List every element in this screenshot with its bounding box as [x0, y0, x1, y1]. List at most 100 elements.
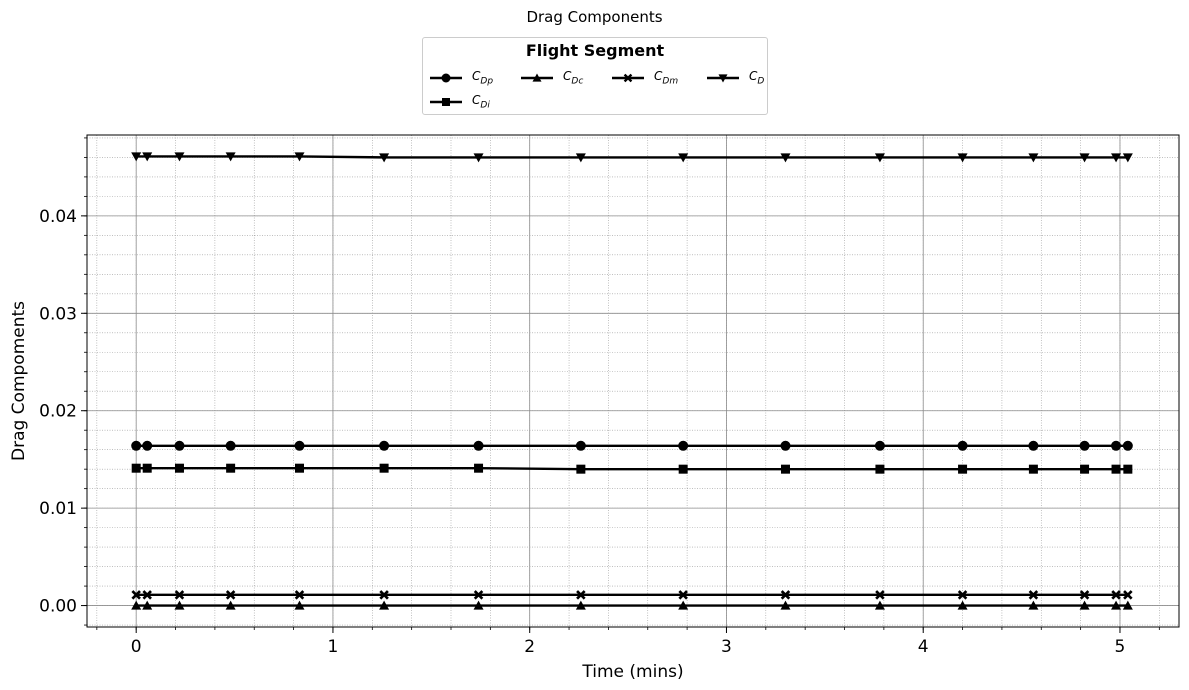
- legend-label-main: C: [472, 69, 481, 83]
- data-point-c-dp: [142, 440, 153, 451]
- legend-swatch-c-dp: [430, 73, 462, 83]
- data-point-c-dp: [957, 440, 968, 451]
- data-point-c-di: [1080, 464, 1090, 474]
- legend-swatch-c-dc: [521, 73, 553, 82]
- data-point-c-d: [473, 153, 484, 163]
- data-point-c-d: [1079, 153, 1090, 163]
- data-point-c-dc: [174, 600, 185, 610]
- data-point-c-dp: [131, 440, 142, 451]
- data-point-c-d: [874, 153, 885, 163]
- data-point-c-dp: [1122, 440, 1133, 451]
- legend-label-subscript: Dm: [662, 76, 679, 87]
- data-point-c-dp: [1111, 440, 1122, 451]
- data-point-c-di: [226, 463, 236, 473]
- data-point-c-dc: [874, 600, 885, 610]
- legend-title: Flight Segment: [525, 41, 665, 60]
- data-point-c-dc: [225, 600, 236, 610]
- data-point-c-dm: [875, 590, 885, 600]
- y-tick-label: 0.01: [39, 499, 77, 519]
- series-c-dc: [131, 600, 1133, 610]
- data-point-c-dm: [1111, 590, 1121, 600]
- legend: Flight Segment CDp CDc CDm CD CDi: [422, 37, 768, 115]
- data-point-c-di: [294, 463, 304, 473]
- data-point-c-dm: [473, 590, 484, 600]
- legend-label-c-d: CD: [749, 69, 764, 86]
- legend-label-subscript: D: [757, 76, 765, 87]
- data-point-c-d: [1111, 153, 1122, 163]
- data-point-c-d: [1028, 153, 1039, 163]
- y-axis-label: Drag Compoments: [9, 301, 29, 461]
- data-point-c-dm: [142, 590, 152, 600]
- data-point-c-dc: [1079, 600, 1090, 610]
- x-tick-label: 0: [131, 637, 142, 657]
- series-line-c-d: [136, 155, 1128, 159]
- legend-label-c-di: CDi: [472, 93, 490, 110]
- data-point-c-dm: [957, 590, 968, 600]
- data-point-c-dp: [575, 440, 586, 451]
- legend-swatch-c-dm: [612, 73, 644, 83]
- minor-grid: [87, 135, 1179, 627]
- data-point-c-dc: [142, 600, 153, 610]
- legend-label-c-dc: CDc: [563, 69, 583, 86]
- data-point-c-d: [780, 153, 791, 163]
- legend-swatch-c-d: [707, 74, 739, 83]
- data-point-c-dm: [1028, 590, 1039, 600]
- data-point-c-dc: [1111, 600, 1122, 610]
- legend-swatch-marker: [532, 73, 542, 82]
- legend-swatch-marker: [718, 74, 728, 83]
- data-point-c-di: [379, 463, 389, 473]
- data-point-c-d: [225, 152, 236, 162]
- data-point-c-dp: [678, 440, 689, 451]
- data-point-c-d: [174, 152, 185, 162]
- data-point-c-di: [576, 464, 586, 474]
- data-point-c-d: [678, 153, 689, 163]
- series-layer: [131, 152, 1133, 610]
- legend-swatch-marker: [442, 98, 450, 106]
- data-point-c-dp: [780, 440, 791, 451]
- x-tick-label: 4: [918, 637, 929, 657]
- data-point-c-dm: [1079, 590, 1090, 600]
- data-point-c-di: [474, 463, 484, 473]
- data-point-c-dm: [1123, 590, 1133, 600]
- y-tick-label: 0.03: [39, 304, 77, 324]
- data-point-c-dm: [379, 590, 389, 600]
- legend-label-subscript: Dp: [480, 76, 494, 87]
- data-point-c-d: [957, 153, 968, 163]
- data-point-c-dc: [473, 600, 484, 610]
- data-point-c-dp: [174, 440, 185, 451]
- data-point-c-di: [1028, 464, 1038, 474]
- data-point-c-d: [294, 152, 305, 162]
- data-point-c-dm: [174, 590, 185, 600]
- data-point-c-di: [958, 464, 968, 474]
- legend-label-main: C: [472, 93, 481, 107]
- data-point-c-d: [379, 153, 390, 163]
- data-point-c-dp: [874, 440, 885, 451]
- legend-label-subscript: Di: [480, 100, 490, 111]
- data-point-c-di: [1111, 464, 1121, 474]
- x-tick-label: 2: [524, 637, 535, 657]
- data-point-c-dc: [957, 600, 968, 610]
- data-point-c-d: [1122, 153, 1133, 163]
- legend-swatch-marker: [623, 73, 633, 83]
- legend-label-main: C: [654, 69, 663, 83]
- x-tick-label: 5: [1115, 637, 1126, 657]
- data-point-c-di: [131, 463, 141, 473]
- plot-frame: [86, 134, 1180, 628]
- data-point-c-dp: [379, 440, 390, 451]
- legend-label-main: C: [749, 69, 758, 83]
- data-point-c-dp: [294, 440, 305, 451]
- y-tick-label: 0.04: [39, 207, 77, 227]
- data-point-c-dc: [678, 600, 689, 610]
- data-point-c-di: [1123, 464, 1133, 474]
- legend-label-subscript: Dc: [571, 76, 584, 87]
- data-point-c-dm: [780, 590, 791, 600]
- data-point-c-di: [678, 464, 688, 474]
- data-point-c-dc: [780, 600, 791, 610]
- data-point-c-di: [142, 463, 152, 473]
- figure-title: Drag Components: [526, 8, 663, 26]
- legend-label-main: C: [563, 69, 572, 83]
- y-tick-label: 0.00: [39, 597, 77, 617]
- data-point-c-dp: [473, 440, 484, 451]
- legend-label-c-dm: CDm: [654, 69, 678, 86]
